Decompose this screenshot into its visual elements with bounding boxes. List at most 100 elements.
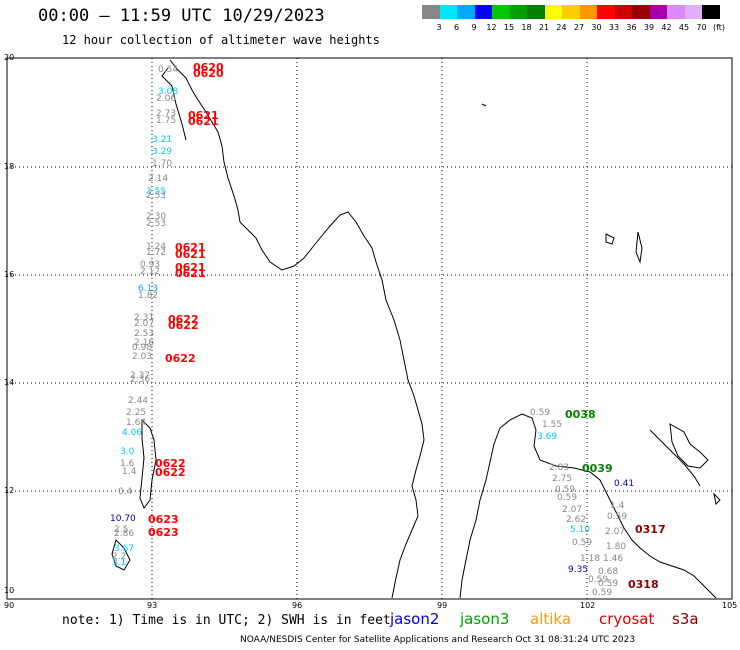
color-scale-label: 15 (503, 23, 515, 32)
wave-height-label: 0621 (175, 267, 206, 280)
lon-label-93: 93 (147, 601, 158, 610)
wave-height-label: 1.55 (542, 420, 563, 430)
lat-label-10: 10 (4, 586, 15, 595)
wave-height-label: 0.68 (598, 567, 619, 577)
wave-height-label: 2.53 (146, 219, 167, 229)
lon-label-90: 90 (4, 601, 15, 610)
color-scale-label: 12 (486, 23, 497, 32)
wave-height-label: 1.75 (156, 116, 177, 126)
color-scale-swatch (439, 5, 457, 19)
wave-height-label: 0317 (635, 523, 666, 536)
lat-label-14: 14 (4, 378, 15, 387)
wave-height-label: 0621 (188, 109, 219, 122)
lat-label-20: 20 (4, 53, 15, 62)
wave-height-label: 0.41 (614, 479, 635, 489)
color-scale-swatch (544, 5, 562, 19)
color-scale-swatch (684, 5, 702, 19)
wave-height-label: 2.5 (114, 525, 129, 535)
wave-height-label: 5.10 (570, 525, 591, 535)
wave-height-label: 2.36 (130, 375, 151, 385)
page-subtitle: 12 hour collection of altimeter wave hei… (62, 33, 380, 47)
lon-label-105: 105 (722, 601, 738, 610)
lon-label-102: 102 (580, 601, 596, 610)
wave-height-label: 0039 (582, 462, 613, 475)
color-scale-swatch (614, 5, 632, 19)
lon-label-96: 96 (292, 601, 303, 610)
wave-height-label: 2.06 (156, 94, 177, 104)
color-scale-swatch (667, 5, 685, 19)
wave-height-label: 0623 (148, 526, 179, 539)
wave-height-label: 2.07 (562, 505, 583, 515)
color-scale-label: 33 (608, 23, 620, 32)
wave-height-label: 3.21 (152, 135, 173, 145)
wave-height-label: 0.59 (530, 408, 551, 418)
footer-credit: NOAA/NESDIS Center for Satellite Applica… (240, 635, 636, 645)
legend-cryosat: cryosat (599, 610, 655, 628)
wave-height-label: 2.73 (156, 109, 177, 119)
wave-height-label: 2.14 (148, 174, 169, 184)
wave-height-label: 1.4 (610, 501, 625, 511)
wave-height-label: 2.86 (114, 529, 135, 539)
color-scale-swatch (702, 5, 720, 19)
wave-height-label: 3.29 (152, 147, 173, 157)
color-scale-label: 39 (643, 23, 655, 32)
color-scale-swatch (649, 5, 667, 19)
map-frame (6, 57, 733, 600)
wave-height-label: 3.55 (146, 187, 167, 197)
wave-height-label: 1.80 (606, 542, 627, 552)
wave-height-label: 1.72 (146, 248, 167, 258)
wave-height-label: 1.70 (152, 159, 173, 169)
note-text: note: 1) Time is in UTC; 2) SWH is in fe… (62, 613, 391, 628)
wave-height-label: 0.59 (598, 579, 619, 589)
legend-jason3: jason3 (460, 610, 510, 628)
wave-height-label: 0621 (175, 261, 206, 274)
wave-height-label: 9.35 (568, 565, 589, 575)
wave-height-label: 2.25 (126, 408, 147, 418)
wave-height-label: 0.4 (118, 487, 133, 497)
color-scale-swatch (474, 5, 492, 19)
color-scale-label: 6 (453, 23, 460, 32)
color-scale-swatch (457, 5, 475, 19)
color-scale-label: (ft) (712, 23, 726, 32)
wave-height-label: 2.44 (128, 396, 149, 406)
wave-height-label: 2.2 (112, 552, 127, 562)
legend-jason2: jason2 (390, 610, 440, 628)
wave-height-label: 0621 (175, 241, 206, 254)
lat-label-16: 16 (4, 270, 15, 279)
wave-height-label: 0.59 (557, 493, 578, 503)
wave-height-label: 2.07 (134, 319, 155, 329)
wave-height-label: 2.83 (549, 463, 570, 473)
wave-height-label: 2.53 (146, 191, 167, 201)
wave-height-label: 0.59 (607, 512, 628, 522)
wave-height-label: 0622 (155, 466, 186, 479)
wave-height-label: 0622 (165, 352, 196, 365)
color-scale-label: 3 (436, 23, 442, 32)
lat-label-12: 12 (4, 486, 15, 495)
wave-height-label: 10.70 (110, 514, 136, 524)
wave-height-label: 0621 (175, 248, 206, 261)
wave-height-label: 0620 (193, 67, 224, 80)
wave-height-label: 2.75 (552, 474, 573, 484)
wave-height-label: 1.64 (126, 418, 147, 428)
page-title: 00:00 – 11:59 UTC 10/29/2023 (38, 6, 325, 26)
wave-height-label: 0622 (155, 457, 186, 470)
lon-label-99: 99 (437, 601, 448, 610)
wave-height-label: 0038 (565, 408, 596, 421)
wave-height-label: 0.59 (572, 538, 593, 548)
color-scale-label: 24 (556, 23, 567, 32)
color-scale-swatch (632, 5, 650, 19)
wave-height-label: 0622 (168, 313, 199, 326)
color-scale-label: 70 (696, 23, 707, 32)
color-scale-label: 30 (591, 23, 602, 32)
color-scale-label: 45 (678, 23, 690, 32)
color-scale-swatch (492, 5, 510, 19)
color-scale-label: 27 (573, 23, 585, 32)
wave-height-label: 0621 (188, 115, 219, 128)
lat-label-18: 18 (4, 162, 15, 171)
legend-s3a: s3a (672, 610, 699, 628)
wave-height-label: 4.06 (122, 428, 143, 438)
color-scale-label: 9 (471, 23, 477, 32)
wave-height-label: 2.62 (566, 515, 587, 525)
wave-height-label: 0318 (628, 578, 659, 591)
